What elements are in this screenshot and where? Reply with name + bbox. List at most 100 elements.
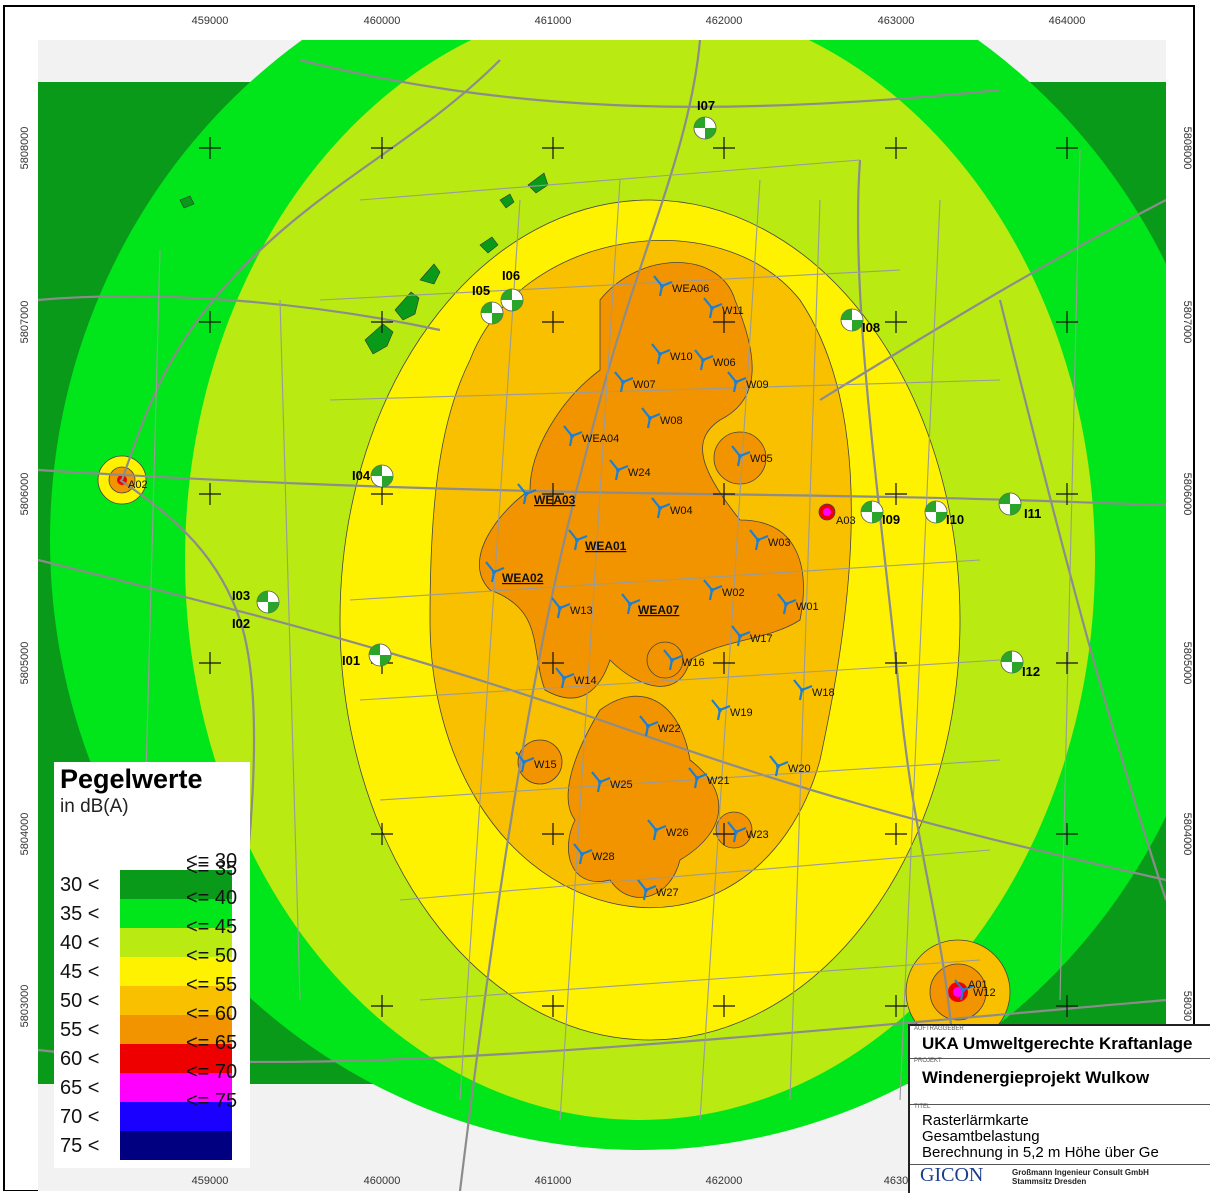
turbine-w16: W16	[663, 649, 705, 671]
x-tick-top: 459000	[192, 15, 229, 27]
turbine-w05: W05	[731, 445, 773, 467]
legend-row: 40 < <= 45	[54, 916, 250, 957]
legend-unit: in dB(A)	[60, 796, 129, 817]
legend-row-low: 45 <	[60, 961, 100, 983]
x-axis-bottom: 459000 460000 461000 462000 4630	[192, 1175, 909, 1187]
turbine-w28: W28	[573, 843, 615, 865]
turbine-w25: W25	[591, 771, 633, 793]
legend-title: Pegelwerte	[60, 764, 203, 794]
turbine-w02: W02	[703, 579, 745, 601]
client-name: UKA Umweltgerechte Kraftanlage	[922, 1034, 1193, 1053]
receptor-label: I09	[882, 512, 900, 527]
turbine-label: W06	[713, 357, 736, 369]
legend-row-low: 60 <	[60, 1048, 100, 1070]
receptor-label: I07	[697, 98, 715, 113]
legend-row-low: 30 <	[60, 874, 100, 896]
x-tick-bottom: 4630	[884, 1175, 908, 1187]
legend-row: 55 < <= 60	[54, 1003, 250, 1044]
map-frame	[3, 5, 1195, 1191]
legend-swatch	[120, 1102, 232, 1131]
turbine-w21: W21	[688, 767, 730, 789]
turbine-label: W11	[722, 305, 744, 317]
turbine-label: W17	[750, 633, 773, 645]
y-tick-right: 5806000	[1181, 473, 1193, 516]
turbine-w13: W13	[551, 597, 593, 619]
turbine-label: W18	[812, 687, 835, 699]
turbine-w26: W26	[647, 819, 689, 841]
turbine-label: W24	[628, 467, 651, 479]
receptor-label: I02	[232, 616, 250, 631]
legend-row-low: 75 <	[60, 1135, 100, 1157]
legend-swatch	[120, 928, 232, 957]
x-tick-top: 463000	[878, 15, 915, 27]
map-area	[38, 40, 1166, 1191]
turbine-label: W20	[788, 763, 811, 775]
turbine-label: W10	[670, 351, 693, 363]
turbine-w23: W23	[727, 821, 769, 843]
other-sources: A02 A03 A01	[128, 479, 988, 991]
turbine-label: W22	[658, 723, 681, 735]
turbine-label: WEA07	[638, 603, 680, 617]
turbine-w19: W19	[711, 699, 753, 721]
receptor-label: I03	[232, 588, 250, 603]
turbine-w27: W27	[637, 879, 679, 901]
x-tick-top: 464000	[1049, 15, 1086, 27]
receptor-i04: I04	[352, 464, 394, 488]
turbine-label: WEA06	[672, 283, 709, 295]
legend-swatch	[120, 870, 232, 899]
title-line-2: Gesamtbelastung	[922, 1128, 1040, 1145]
turbine-w14: W14	[555, 667, 597, 689]
turbine-w18: W18	[793, 679, 835, 701]
legend-row: 60 < <= 65	[54, 1032, 250, 1073]
receptor-label: I10	[946, 512, 964, 527]
turbine-label: W23	[746, 829, 769, 841]
legend-row: 35 < <= 40	[54, 887, 250, 928]
legend-swatch	[120, 1131, 232, 1160]
project-name: Windenergieprojekt Wulkow	[922, 1068, 1150, 1087]
turbine-label: W08	[660, 415, 683, 427]
y-tick-left: 5806000	[19, 473, 31, 516]
y-tick-right: 5804000	[1181, 813, 1193, 856]
turbine-label: W15	[534, 759, 557, 771]
turbine-label: W21	[707, 775, 730, 787]
x-tick-bottom: 460000	[364, 1175, 401, 1187]
turbine-label: WEA02	[502, 571, 544, 585]
company-seat: Stammsitz Dresden	[1012, 1177, 1087, 1186]
turbine-label: W02	[722, 587, 745, 599]
turbine-label: W26	[666, 827, 689, 839]
company-name: Großmann Ingenieur Consult GmbH	[1012, 1168, 1149, 1177]
receptor-i10: I10	[924, 500, 964, 527]
y-tick-left: 5803000	[19, 985, 31, 1028]
turbine-w22: W22	[639, 715, 681, 737]
turbine-label: W01	[796, 601, 819, 613]
turbine-label: W27	[656, 887, 679, 899]
turbine-wea03: WEA03	[517, 483, 576, 507]
legend-swatch	[120, 1044, 232, 1073]
y-tick-right: 5807000	[1181, 301, 1193, 344]
legend-row-low: 55 <	[60, 1019, 100, 1041]
x-tick-top: 462000	[706, 15, 743, 27]
turbine-wea06: WEA06	[653, 275, 709, 297]
title-line-1: Rasterlärmkarte	[922, 1112, 1029, 1129]
receptor-i07: I07	[693, 98, 717, 140]
receptor-label: I01	[342, 653, 360, 668]
title-caption: TITEL	[914, 1104, 931, 1110]
turbine-w10: W10	[651, 343, 693, 365]
receptor-label: I08	[862, 320, 880, 335]
y-axis-left: 5808000 5807000 5806000 5805000 5804000 58030…	[19, 127, 31, 1028]
legend-row: 50 < <= 55	[54, 974, 250, 1015]
legend-row-low: 40 <	[60, 932, 100, 954]
receptor-i11: I11	[998, 492, 1041, 521]
legend-row-high: <= 55	[186, 974, 238, 996]
receptor-i02: I02	[232, 616, 250, 631]
turbine-wea01: WEA01	[568, 529, 627, 553]
turbine-w06: W06	[694, 349, 736, 371]
receptor-i12: I12	[1000, 650, 1040, 679]
receptor-label: I05	[472, 283, 490, 298]
receptor-label: I12	[1022, 664, 1040, 679]
legend-row: 45 < <= 50	[54, 945, 250, 986]
legend-swatch	[120, 986, 232, 1015]
title-block: AUFTRAGGEBER UKA Umweltgerechte Kraftanl…	[908, 1024, 1210, 1193]
turbine-label: W07	[633, 379, 656, 391]
